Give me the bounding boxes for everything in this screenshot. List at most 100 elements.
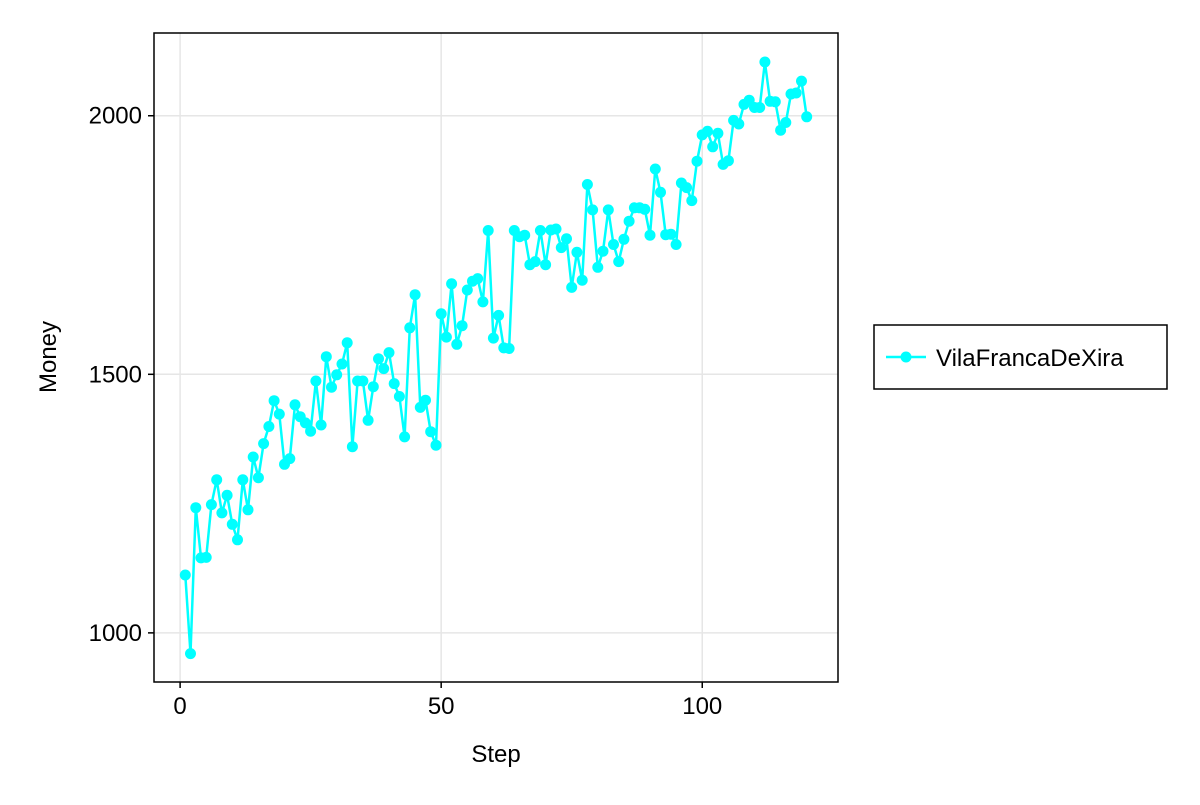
data-point <box>200 551 212 563</box>
data-point <box>205 499 217 511</box>
data-point <box>722 155 734 167</box>
axis-ticks: 0 50 100 1000 1500 2000 <box>89 103 723 720</box>
data-point <box>623 215 635 227</box>
data-point <box>707 141 719 153</box>
data-point <box>388 378 400 390</box>
data-point <box>273 408 285 420</box>
data-point <box>190 502 202 514</box>
data-point <box>519 229 531 241</box>
data-point <box>461 284 473 296</box>
plot-background <box>154 33 838 682</box>
data-point <box>555 242 567 254</box>
data-point <box>247 451 259 463</box>
data-point <box>252 472 264 484</box>
y-tick-label: 1500 <box>89 361 142 388</box>
data-point <box>393 391 405 402</box>
data-point <box>665 228 677 240</box>
data-point <box>420 394 431 406</box>
data-point <box>540 259 552 271</box>
data-point <box>185 648 196 660</box>
data-point <box>644 229 656 241</box>
data-point <box>326 381 337 393</box>
data-point <box>320 351 332 363</box>
data-point <box>425 426 437 438</box>
x-tick-label: 0 <box>173 693 186 720</box>
data-point <box>639 203 651 215</box>
data-point <box>670 239 682 250</box>
data-point <box>587 204 599 216</box>
data-point <box>284 453 296 465</box>
data-point <box>179 569 191 581</box>
data-point <box>451 338 463 350</box>
data-point <box>446 278 458 290</box>
data-point <box>331 369 343 381</box>
data-point <box>597 245 609 257</box>
data-point <box>618 233 630 245</box>
data-point <box>226 518 238 530</box>
data-point <box>681 182 693 194</box>
data-point <box>790 87 802 99</box>
data-point <box>482 225 494 236</box>
legend-marker-swatch <box>900 351 912 363</box>
data-point <box>561 233 572 245</box>
data-point <box>346 441 358 453</box>
data-point <box>571 246 583 258</box>
data-point <box>576 274 588 286</box>
x-tick-label: 50 <box>428 693 455 720</box>
x-axis-label: Step <box>471 741 520 768</box>
data-point <box>378 363 390 375</box>
data-point <box>592 261 604 273</box>
data-point <box>310 375 322 387</box>
legend-entry-label: VilaFrancaDeXira <box>936 345 1124 372</box>
data-point <box>409 289 421 301</box>
data-point <box>263 421 275 432</box>
data-point <box>315 419 327 431</box>
data-point <box>430 439 442 451</box>
data-point <box>362 414 374 426</box>
data-point <box>237 474 249 486</box>
data-point <box>440 331 452 343</box>
data-point <box>550 223 562 235</box>
data-point <box>216 507 228 519</box>
data-point <box>780 117 792 128</box>
plot-frame <box>153 32 839 683</box>
data-point <box>268 395 280 407</box>
data-point <box>404 322 416 334</box>
data-point <box>602 204 614 216</box>
data-point <box>566 281 578 293</box>
data-point <box>336 358 348 370</box>
data-point <box>581 179 593 190</box>
data-point <box>775 124 787 136</box>
data-point <box>258 438 270 450</box>
data-point <box>503 343 515 354</box>
data-point <box>691 155 703 167</box>
data-point <box>305 425 317 437</box>
data-point <box>529 256 541 268</box>
data-point <box>801 111 813 123</box>
data-point <box>613 256 625 268</box>
data-point <box>472 273 484 285</box>
data-point <box>299 417 311 429</box>
data-point <box>754 102 766 113</box>
data-point <box>211 474 223 486</box>
data-point <box>712 127 724 139</box>
data-point <box>769 96 781 108</box>
series-layer <box>179 56 813 660</box>
data-point <box>399 431 411 443</box>
data-point <box>367 381 379 393</box>
data-point <box>686 195 698 207</box>
data-point <box>733 118 745 130</box>
data-point <box>534 225 546 236</box>
data-point <box>357 375 369 387</box>
data-point <box>649 163 661 175</box>
x-tick-label: 100 <box>682 693 722 720</box>
data-point <box>655 186 666 198</box>
data-point <box>289 399 301 411</box>
y-tick-label: 1000 <box>89 620 142 647</box>
data-point <box>232 534 243 546</box>
data-point <box>341 337 353 349</box>
data-point <box>383 347 395 359</box>
legend: VilaFrancaDeXira <box>873 324 1168 390</box>
